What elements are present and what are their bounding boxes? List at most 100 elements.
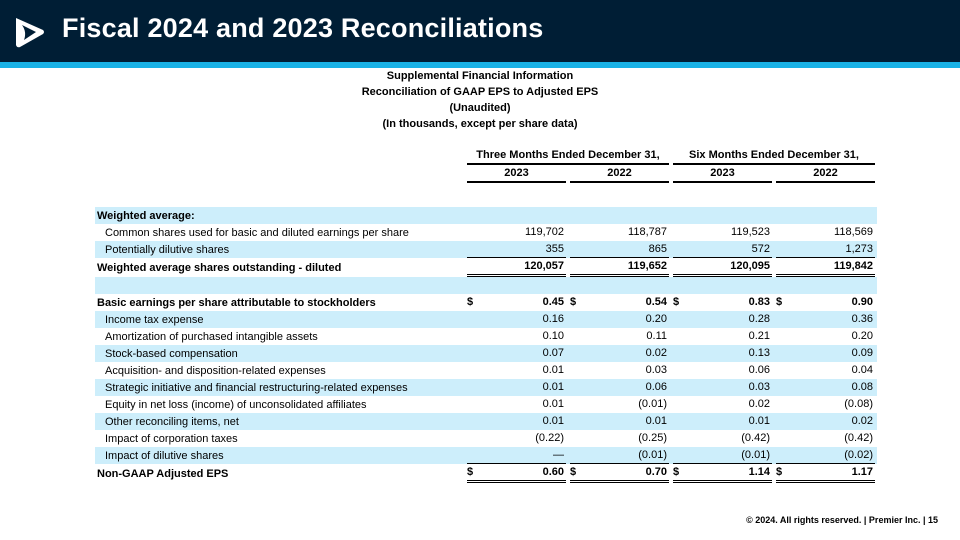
value-cell: 0.07 xyxy=(467,345,566,362)
value-cell xyxy=(673,207,772,224)
value-cell: 1,273 xyxy=(776,241,875,258)
value: 0.21 xyxy=(748,330,770,342)
table-row: Acquisition- and disposition-related exp… xyxy=(95,362,877,379)
table-row: Amortization of purchased intangible ass… xyxy=(95,328,877,345)
value: 0.11 xyxy=(646,330,667,342)
value: 572 xyxy=(751,243,770,255)
value: 118,787 xyxy=(628,226,667,238)
value-cell: (0.01) xyxy=(570,447,669,464)
title-banner: Fiscal 2024 and 2023 Reconciliations xyxy=(0,0,960,62)
heading-line-4: (In thousands, except per share data) xyxy=(382,118,578,130)
currency-symbol: $ xyxy=(467,296,474,308)
value-cell: 0.01 xyxy=(467,379,566,396)
year-header: 2023 xyxy=(467,165,566,183)
value-cell: 865 xyxy=(570,241,669,258)
value-cell: (0.02) xyxy=(776,447,875,464)
value-cell xyxy=(467,207,566,224)
value-cell: 0.20 xyxy=(570,311,669,328)
value-cell: $0.70 xyxy=(570,464,669,483)
value: 118,569 xyxy=(834,226,873,238)
value-cell: 0.09 xyxy=(776,345,875,362)
row-label: Strategic initiative and financial restr… xyxy=(95,379,465,396)
value: 0.01 xyxy=(542,364,564,376)
heading-line-2: Reconciliation of GAAP EPS to Adjusted E… xyxy=(361,86,599,98)
value: (0.42) xyxy=(741,432,770,444)
value-cell: 572 xyxy=(673,241,772,258)
value: 0.09 xyxy=(851,347,873,359)
value: (0.02) xyxy=(844,449,873,461)
value-cell: $0.60 xyxy=(467,464,566,483)
value: (0.01) xyxy=(638,449,667,461)
row-label: Non-GAAP Adjusted EPS xyxy=(97,467,229,480)
value-cell: $0.83 xyxy=(673,294,772,311)
year-header: 2022 xyxy=(776,165,875,183)
value: 119,702 xyxy=(525,226,564,238)
slide-title: Fiscal 2024 and 2023 Reconciliations xyxy=(62,13,544,43)
value: 0.36 xyxy=(851,313,873,325)
value-cell: $1.17 xyxy=(776,464,875,483)
row-label xyxy=(95,277,465,294)
value: 0.01 xyxy=(542,415,564,427)
value-cell: 0.10 xyxy=(467,328,566,345)
value-cell: 0.21 xyxy=(673,328,772,345)
value-cell: $0.45 xyxy=(467,294,566,311)
value-cell: 0.03 xyxy=(570,362,669,379)
value-cell: $0.90 xyxy=(776,294,875,311)
table-row: Impact of corporation taxes (0.22) (0.25) (… xyxy=(95,430,877,447)
row-label: Stock-based compensation xyxy=(95,345,465,362)
value: 0.13 xyxy=(748,347,770,359)
value-cell: 0.01 xyxy=(467,362,566,379)
value: 355 xyxy=(545,243,564,255)
table-row: Other reconciling items, net 0.01 0.01 0.01… xyxy=(95,413,877,430)
value-cell: (0.22) xyxy=(467,430,566,447)
value-cell: 119,652 xyxy=(570,258,669,277)
value: 1.14 xyxy=(748,466,770,478)
value-cell: 0.36 xyxy=(776,311,875,328)
value-cell: — xyxy=(467,447,566,464)
table-row: Impact of dilutive shares — (0.01) (0.01) (0… xyxy=(95,447,877,464)
value-cell: 0.16 xyxy=(467,311,566,328)
value: (0.01) xyxy=(638,398,667,410)
table-row: Income tax expense 0.16 0.20 0.28 0.36 xyxy=(95,311,877,328)
value-cell: 0.06 xyxy=(673,362,772,379)
value-cell: 0.02 xyxy=(673,396,772,413)
value: 0.01 xyxy=(748,415,770,427)
value: — xyxy=(553,449,564,461)
value-cell: 118,569 xyxy=(776,224,875,241)
value-cell: $1.14 xyxy=(673,464,772,483)
table-row: Equity in net loss (income) of unconsoli… xyxy=(95,396,877,413)
value: 119,523 xyxy=(731,226,770,238)
row-label: Amortization of purchased intangible ass… xyxy=(105,330,318,343)
value: 0.16 xyxy=(542,313,564,325)
value: 0.03 xyxy=(645,364,667,376)
year-header: 2022 xyxy=(570,165,669,183)
value: 0.45 xyxy=(542,296,564,308)
value-cell: 0.01 xyxy=(570,413,669,430)
currency-symbol: $ xyxy=(673,296,680,308)
value: 120,057 xyxy=(524,260,564,272)
value: 0.01 xyxy=(542,381,564,393)
value: (0.22) xyxy=(535,432,564,444)
value-cell: 0.01 xyxy=(467,413,566,430)
value: 120,095 xyxy=(730,260,770,272)
value: 1,273 xyxy=(845,243,873,255)
row-label: Common shares used for basic and diluted… xyxy=(105,226,409,239)
accent-stripe xyxy=(0,62,960,68)
value-cell xyxy=(467,277,566,294)
value: 0.02 xyxy=(748,398,770,410)
row-label: Acquisition- and disposition-related exp… xyxy=(105,364,326,377)
value-cell: 120,095 xyxy=(673,258,772,277)
row-label: Impact of corporation taxes xyxy=(105,432,238,445)
value-cell xyxy=(570,277,669,294)
value: (0.42) xyxy=(844,432,873,444)
value: 0.83 xyxy=(748,296,770,308)
value-cell: 120,057 xyxy=(467,258,566,277)
value-cell: 0.02 xyxy=(776,413,875,430)
six-months-header: Six Months Ended December 31, xyxy=(673,147,875,165)
value: (0.01) xyxy=(741,449,770,461)
value-cell: 0.02 xyxy=(570,345,669,362)
value-cell: (0.42) xyxy=(776,430,875,447)
footer-copyright: © 2024. All rights reserved. | Premier I… xyxy=(746,515,938,525)
value: 119,652 xyxy=(627,260,667,272)
row-label: Impact of dilutive shares xyxy=(95,447,465,464)
